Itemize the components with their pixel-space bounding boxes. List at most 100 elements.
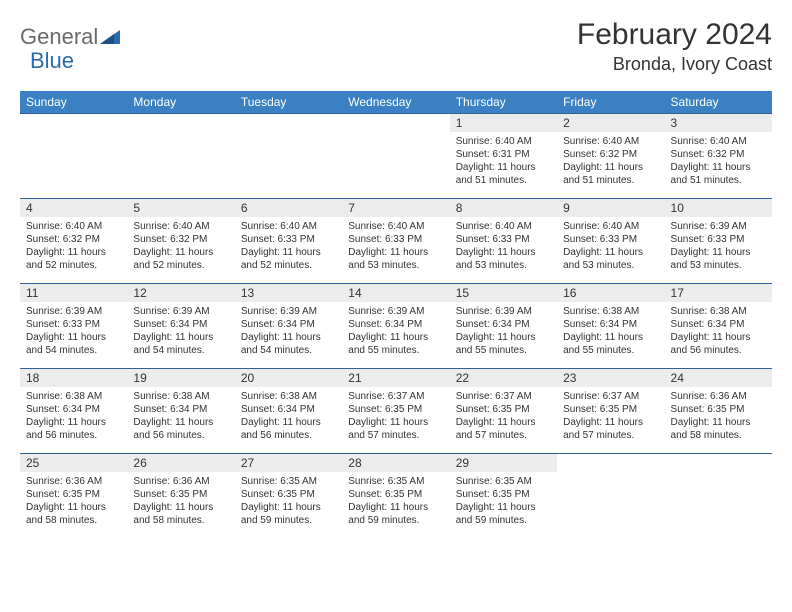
day-number: 24: [665, 369, 772, 387]
day-header: Thursday: [450, 91, 557, 114]
day-details: Sunrise: 6:35 AMSunset: 6:35 PMDaylight:…: [450, 472, 557, 529]
calendar-week-row: 11Sunrise: 6:39 AMSunset: 6:33 PMDayligh…: [20, 284, 772, 369]
day-number: 7: [342, 199, 449, 217]
day-number: 22: [450, 369, 557, 387]
day-details: Sunrise: 6:40 AMSunset: 6:32 PMDaylight:…: [127, 217, 234, 274]
day-details: Sunrise: 6:39 AMSunset: 6:34 PMDaylight:…: [127, 302, 234, 359]
day-number: 17: [665, 284, 772, 302]
page-header: General February 2024 Bronda, Ivory Coas…: [20, 18, 772, 75]
day-header: Wednesday: [342, 91, 449, 114]
calendar-day-cell: 24Sunrise: 6:36 AMSunset: 6:35 PMDayligh…: [665, 369, 772, 454]
calendar-week-row: 25Sunrise: 6:36 AMSunset: 6:35 PMDayligh…: [20, 454, 772, 539]
title-block: February 2024 Bronda, Ivory Coast: [577, 18, 772, 75]
calendar-week-row: 4Sunrise: 6:40 AMSunset: 6:32 PMDaylight…: [20, 199, 772, 284]
day-details: Sunrise: 6:40 AMSunset: 6:32 PMDaylight:…: [20, 217, 127, 274]
day-details: Sunrise: 6:37 AMSunset: 6:35 PMDaylight:…: [557, 387, 664, 444]
day-number: 28: [342, 454, 449, 472]
day-details: Sunrise: 6:40 AMSunset: 6:33 PMDaylight:…: [235, 217, 342, 274]
logo: General: [20, 18, 120, 50]
day-number: 27: [235, 454, 342, 472]
calendar-day-cell: 4Sunrise: 6:40 AMSunset: 6:32 PMDaylight…: [20, 199, 127, 284]
day-details: Sunrise: 6:39 AMSunset: 6:34 PMDaylight:…: [342, 302, 449, 359]
calendar-day-cell: 11Sunrise: 6:39 AMSunset: 6:33 PMDayligh…: [20, 284, 127, 369]
day-number: 26: [127, 454, 234, 472]
calendar-day-cell: 7Sunrise: 6:40 AMSunset: 6:33 PMDaylight…: [342, 199, 449, 284]
day-details: Sunrise: 6:40 AMSunset: 6:32 PMDaylight:…: [557, 132, 664, 189]
calendar-day-cell: 2Sunrise: 6:40 AMSunset: 6:32 PMDaylight…: [557, 114, 664, 199]
calendar-day-cell: 3Sunrise: 6:40 AMSunset: 6:32 PMDaylight…: [665, 114, 772, 199]
calendar-day-cell: 19Sunrise: 6:38 AMSunset: 6:34 PMDayligh…: [127, 369, 234, 454]
day-number: 12: [127, 284, 234, 302]
calendar-day-cell: 23Sunrise: 6:37 AMSunset: 6:35 PMDayligh…: [557, 369, 664, 454]
calendar-day-cell: 26Sunrise: 6:36 AMSunset: 6:35 PMDayligh…: [127, 454, 234, 539]
calendar-day-cell: 5Sunrise: 6:40 AMSunset: 6:32 PMDaylight…: [127, 199, 234, 284]
day-details: Sunrise: 6:37 AMSunset: 6:35 PMDaylight:…: [450, 387, 557, 444]
day-details: Sunrise: 6:39 AMSunset: 6:34 PMDaylight:…: [450, 302, 557, 359]
calendar-empty-cell: [665, 454, 772, 539]
day-number: 18: [20, 369, 127, 387]
day-number: 16: [557, 284, 664, 302]
day-number: 10: [665, 199, 772, 217]
calendar-day-cell: 14Sunrise: 6:39 AMSunset: 6:34 PMDayligh…: [342, 284, 449, 369]
day-details: Sunrise: 6:39 AMSunset: 6:33 PMDaylight:…: [20, 302, 127, 359]
day-details: Sunrise: 6:36 AMSunset: 6:35 PMDaylight:…: [20, 472, 127, 529]
day-number: 4: [20, 199, 127, 217]
logo-text-general: General: [20, 24, 98, 50]
day-number: 11: [20, 284, 127, 302]
day-number: 21: [342, 369, 449, 387]
day-details: Sunrise: 6:38 AMSunset: 6:34 PMDaylight:…: [235, 387, 342, 444]
calendar-day-cell: 9Sunrise: 6:40 AMSunset: 6:33 PMDaylight…: [557, 199, 664, 284]
location: Bronda, Ivory Coast: [577, 54, 772, 75]
calendar-day-cell: 22Sunrise: 6:37 AMSunset: 6:35 PMDayligh…: [450, 369, 557, 454]
day-details: Sunrise: 6:38 AMSunset: 6:34 PMDaylight:…: [20, 387, 127, 444]
day-details: Sunrise: 6:38 AMSunset: 6:34 PMDaylight:…: [665, 302, 772, 359]
day-number: 15: [450, 284, 557, 302]
day-number: 14: [342, 284, 449, 302]
day-details: Sunrise: 6:36 AMSunset: 6:35 PMDaylight:…: [665, 387, 772, 444]
calendar-empty-cell: [342, 114, 449, 199]
day-number: 23: [557, 369, 664, 387]
calendar-day-cell: 25Sunrise: 6:36 AMSunset: 6:35 PMDayligh…: [20, 454, 127, 539]
day-details: Sunrise: 6:39 AMSunset: 6:34 PMDaylight:…: [235, 302, 342, 359]
calendar-day-cell: 17Sunrise: 6:38 AMSunset: 6:34 PMDayligh…: [665, 284, 772, 369]
month-title: February 2024: [577, 18, 772, 52]
triangle-icon: [100, 24, 120, 50]
day-header: Friday: [557, 91, 664, 114]
day-number: 8: [450, 199, 557, 217]
calendar-day-cell: 1Sunrise: 6:40 AMSunset: 6:31 PMDaylight…: [450, 114, 557, 199]
calendar-empty-cell: [127, 114, 234, 199]
calendar-week-row: 1Sunrise: 6:40 AMSunset: 6:31 PMDaylight…: [20, 114, 772, 199]
day-header: Monday: [127, 91, 234, 114]
day-details: Sunrise: 6:40 AMSunset: 6:33 PMDaylight:…: [342, 217, 449, 274]
day-details: Sunrise: 6:38 AMSunset: 6:34 PMDaylight:…: [127, 387, 234, 444]
calendar-day-cell: 16Sunrise: 6:38 AMSunset: 6:34 PMDayligh…: [557, 284, 664, 369]
calendar-week-row: 18Sunrise: 6:38 AMSunset: 6:34 PMDayligh…: [20, 369, 772, 454]
day-number: 5: [127, 199, 234, 217]
day-header: Tuesday: [235, 91, 342, 114]
day-details: Sunrise: 6:40 AMSunset: 6:32 PMDaylight:…: [665, 132, 772, 189]
calendar-body: 1Sunrise: 6:40 AMSunset: 6:31 PMDaylight…: [20, 114, 772, 539]
day-number: 2: [557, 114, 664, 132]
day-details: Sunrise: 6:36 AMSunset: 6:35 PMDaylight:…: [127, 472, 234, 529]
day-details: Sunrise: 6:35 AMSunset: 6:35 PMDaylight:…: [235, 472, 342, 529]
day-number: 29: [450, 454, 557, 472]
day-number: 19: [127, 369, 234, 387]
day-details: Sunrise: 6:35 AMSunset: 6:35 PMDaylight:…: [342, 472, 449, 529]
calendar-day-cell: 8Sunrise: 6:40 AMSunset: 6:33 PMDaylight…: [450, 199, 557, 284]
calendar-empty-cell: [235, 114, 342, 199]
calendar-day-cell: 27Sunrise: 6:35 AMSunset: 6:35 PMDayligh…: [235, 454, 342, 539]
calendar-empty-cell: [20, 114, 127, 199]
calendar-day-cell: 12Sunrise: 6:39 AMSunset: 6:34 PMDayligh…: [127, 284, 234, 369]
day-number: 9: [557, 199, 664, 217]
calendar-day-cell: 28Sunrise: 6:35 AMSunset: 6:35 PMDayligh…: [342, 454, 449, 539]
calendar-empty-cell: [557, 454, 664, 539]
calendar-day-cell: 18Sunrise: 6:38 AMSunset: 6:34 PMDayligh…: [20, 369, 127, 454]
calendar-day-cell: 29Sunrise: 6:35 AMSunset: 6:35 PMDayligh…: [450, 454, 557, 539]
day-details: Sunrise: 6:40 AMSunset: 6:33 PMDaylight:…: [450, 217, 557, 274]
calendar-table: SundayMondayTuesdayWednesdayThursdayFrid…: [20, 91, 772, 539]
calendar-day-cell: 21Sunrise: 6:37 AMSunset: 6:35 PMDayligh…: [342, 369, 449, 454]
day-number: 25: [20, 454, 127, 472]
logo-text-blue: Blue: [30, 48, 74, 74]
day-details: Sunrise: 6:39 AMSunset: 6:33 PMDaylight:…: [665, 217, 772, 274]
day-header: Saturday: [665, 91, 772, 114]
